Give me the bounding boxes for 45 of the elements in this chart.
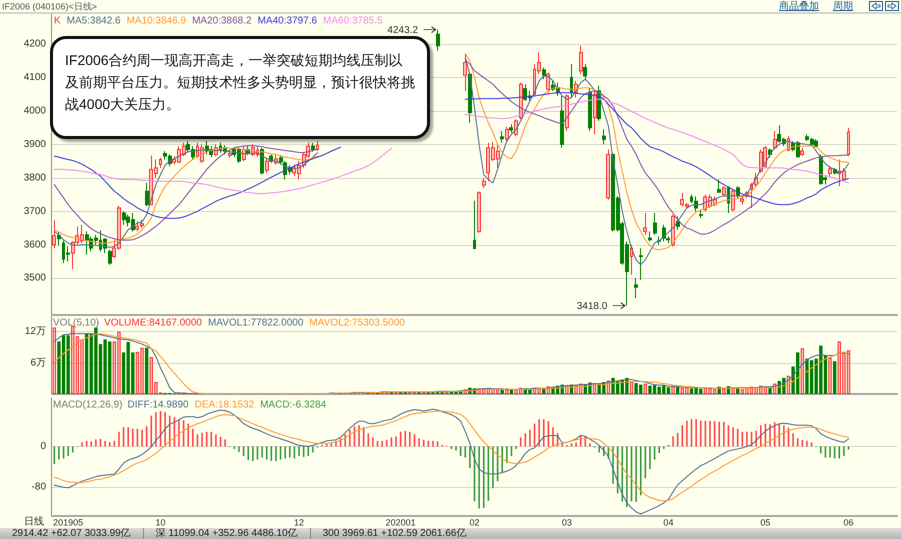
- y-tick-label: 0: [40, 440, 46, 452]
- y-tick-label: 3600: [24, 239, 46, 250]
- text: MA10:3846.9: [126, 16, 187, 26]
- y-tick-label: 3500: [24, 272, 46, 284]
- callout-box: IF2006合约周一现高开高走，一举突破短期均线压制以及前期平台压力。短期技术性多头势明显，预计很快将挑战4000大关压力。: [50, 36, 430, 139]
- x-axis-title: 日线: [24, 516, 44, 528]
- annotation: 4243.2: [387, 25, 418, 36]
- x-tick-label: 201905: [53, 518, 84, 528]
- x-tick-label: 202001: [386, 518, 416, 528]
- y-tick-label: 3700: [24, 206, 46, 217]
- text: MA40:3797.6: [258, 16, 318, 26]
- text: K: [54, 16, 61, 26]
- y-tick-label: 4000: [24, 105, 46, 116]
- chart-title: IF2006 (040106)<日线>: [2, 2, 98, 12]
- y-tick-label: 6万: [30, 357, 46, 368]
- series-label: VOLUME:84167.0000: [104, 318, 202, 328]
- chart-title: MACD(12,26,9): [53, 400, 122, 410]
- x-tick-label: 04: [663, 518, 674, 528]
- x-tick-label: 02: [469, 518, 480, 528]
- y-tick-label: 4100: [24, 72, 46, 84]
- text: MA20:3868.2: [192, 16, 252, 26]
- x-tick-label: 06: [844, 518, 854, 528]
- series-label: DEA:18.1532: [194, 400, 255, 410]
- text: MA60:3785.5: [323, 16, 383, 26]
- x-tick-label: 12: [294, 518, 304, 528]
- series-label: DIFF:14.9890: [127, 400, 190, 410]
- y-tick-label: 4200: [24, 38, 46, 50]
- x-tick-label: 10: [156, 518, 166, 528]
- y-tick-label: -80: [32, 481, 46, 492]
- chart-title: VOL(5,10): [53, 318, 100, 328]
- text: MAVOL2:75303.5000: [309, 318, 406, 328]
- x-tick-label: 05: [760, 518, 770, 528]
- text: MACD:-6.3284: [260, 400, 327, 410]
- text: 2914.42 +62.07 3033.99亿: [11, 528, 132, 539]
- x-tick-label: 03: [562, 518, 572, 528]
- text: 300 3969.61 +102.59 2061.66亿: [310, 528, 478, 539]
- text: 商品叠加: [779, 1, 819, 13]
- y-tick-label: 3900: [24, 138, 46, 150]
- text: MA5:3842.6: [66, 16, 122, 26]
- text: 深 11099.04 +352.96 4486.10亿: [142, 528, 310, 539]
- y-tick-label: 12万: [24, 326, 46, 338]
- text: MAVOL1:77822.0000: [208, 318, 304, 328]
- annotation: 3418.0: [576, 301, 608, 312]
- y-tick-label: 3800: [24, 172, 46, 184]
- text: 周期: [833, 1, 853, 13]
